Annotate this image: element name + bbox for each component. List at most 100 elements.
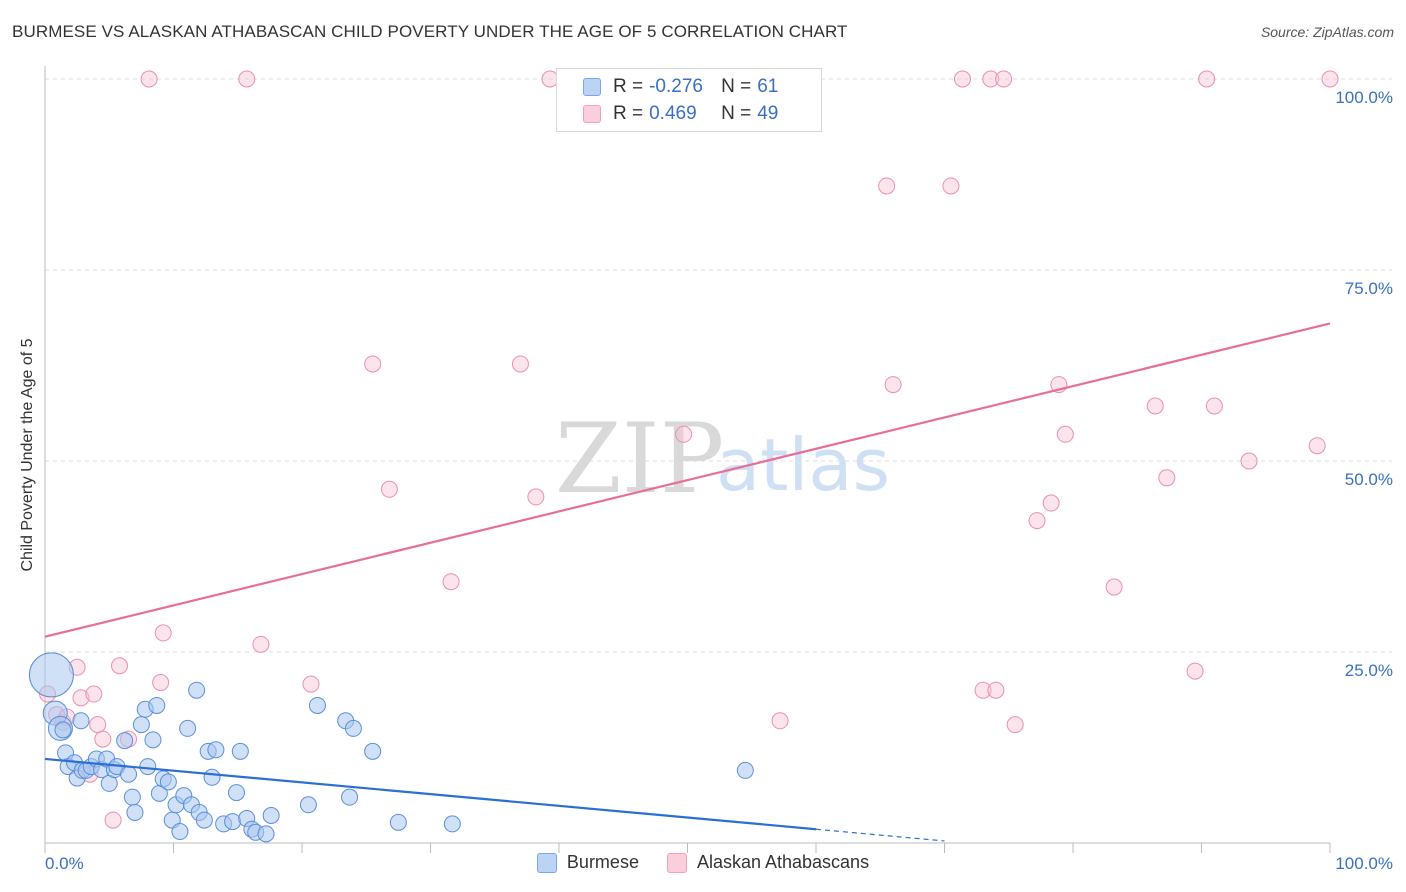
alaskan-point <box>884 376 902 394</box>
alaskan-point <box>987 681 1005 699</box>
burmese-point <box>28 652 74 698</box>
trend-line-burmese <box>44 757 817 831</box>
burmese-point <box>144 731 162 749</box>
alaskan-point <box>953 70 971 88</box>
burmese-point <box>389 813 407 831</box>
alaskan-point <box>111 657 129 675</box>
series-burmese <box>28 652 754 843</box>
legend-swatch-burmese <box>536 852 557 873</box>
burmese-point <box>227 784 245 802</box>
alaskan-point <box>252 635 270 653</box>
alaskan-point <box>511 355 529 373</box>
y-tick-label: 25.0% <box>1345 661 1393 680</box>
stats-legend: R = -0.276 N = 61 R = 0.469 N = 49 <box>556 68 822 132</box>
trend-lines <box>44 322 1331 842</box>
legend-n-label: N = <box>721 103 752 124</box>
alaskan-point <box>154 624 172 642</box>
alaskan-point <box>302 675 320 693</box>
burmese-point <box>116 732 134 750</box>
alaskan-point <box>140 70 158 88</box>
burmese-point <box>207 741 225 759</box>
legend-n-value: 49 <box>757 103 779 124</box>
alaskan-point <box>1146 397 1164 415</box>
source-label: Source: ZipAtlas.com <box>1260 24 1394 40</box>
legend-swatch-alaskan <box>666 852 687 873</box>
burmese-point <box>364 742 382 760</box>
legend-row-alaskan: R = 0.469 N = 49 <box>583 102 778 126</box>
tick-labels: 25.0% 50.0% 75.0% 100.0% 0.0% 100.0% <box>45 88 1393 873</box>
burmese-point <box>443 815 461 833</box>
legend-r-value: 0.469 <box>649 103 697 124</box>
burmese-point <box>308 696 326 714</box>
burmese-point <box>203 768 221 786</box>
burmese-point <box>224 813 242 831</box>
x-tick-label: 100.0% <box>1335 854 1393 873</box>
alaskan-point <box>1198 70 1216 88</box>
alaskan-point <box>1028 512 1046 530</box>
legend-item-alaskan: Alaskan Athabascans <box>666 852 870 873</box>
alaskan-point <box>85 685 103 703</box>
legend-swatch-burmese <box>583 78 601 96</box>
trend-line-alaskan <box>44 322 1331 638</box>
watermark-atlas: atlas <box>716 423 890 507</box>
burmese-point <box>736 761 754 779</box>
alaskan-point <box>238 70 256 88</box>
alaskan-point <box>1240 452 1258 470</box>
watermark: ZIP atlas <box>555 403 890 515</box>
watermark-zip: ZIP <box>555 403 724 515</box>
alaskan-point <box>1186 662 1204 680</box>
alaskan-point <box>442 573 460 591</box>
burmese-point <box>148 696 166 714</box>
burmese-point <box>132 716 150 734</box>
legend-swatch-alaskan <box>583 105 601 123</box>
series-legend: Burmese Alaskan Athabascans <box>0 852 1406 873</box>
trend-line-burmese-extension <box>815 828 945 842</box>
alaskan-point <box>1105 578 1123 596</box>
alaskan-point <box>1308 437 1326 455</box>
alaskan-point <box>771 712 789 730</box>
y-tick-label: 75.0% <box>1345 279 1393 298</box>
alaskan-point <box>94 730 112 748</box>
legend-r-value: -0.276 <box>649 76 703 97</box>
burmese-point <box>262 806 280 824</box>
legend-label-alaskan: Alaskan Athabascans <box>696 852 870 872</box>
burmese-point <box>257 825 275 843</box>
y-tick-label: 100.0% <box>1335 88 1393 107</box>
burmese-point <box>72 712 90 730</box>
alaskan-point <box>1158 469 1176 487</box>
burmese-point <box>344 719 362 737</box>
alaskan-point <box>1006 716 1024 734</box>
grid-lines <box>45 78 1392 653</box>
burmese-point <box>123 788 141 806</box>
legend-n-value: 61 <box>757 76 779 97</box>
burmese-point <box>299 796 317 814</box>
alaskan-point <box>1205 397 1223 415</box>
legend-label-burmese: Burmese <box>566 852 639 872</box>
alaskan-point <box>1056 425 1074 443</box>
x-tick-label: 0.0% <box>45 854 84 873</box>
alaskan-point <box>1042 494 1060 512</box>
burmese-point <box>179 719 197 737</box>
burmese-point <box>231 742 249 760</box>
alaskan-point <box>104 811 122 829</box>
alaskan-point <box>995 70 1013 88</box>
alaskan-point <box>675 425 693 443</box>
alaskan-point <box>364 355 382 373</box>
legend-r-label: R = <box>613 76 644 97</box>
alaskan-point <box>878 177 896 195</box>
alaskan-point <box>1321 70 1339 88</box>
legend-n-label: N = <box>721 76 752 97</box>
legend-item-burmese: Burmese <box>536 852 639 873</box>
alaskan-point <box>89 716 107 734</box>
burmese-point <box>159 773 177 791</box>
alaskan-point <box>527 488 545 506</box>
alaskan-point <box>72 689 90 707</box>
legend-r-label: R = <box>613 103 644 124</box>
burmese-point <box>139 758 157 776</box>
chart-title: BURMESE VS ALASKAN ATHABASCAN CHILD POVE… <box>12 22 848 41</box>
burmese-point <box>195 811 213 829</box>
burmese-point <box>54 721 72 739</box>
burmese-point <box>341 788 359 806</box>
burmese-point <box>126 803 144 821</box>
